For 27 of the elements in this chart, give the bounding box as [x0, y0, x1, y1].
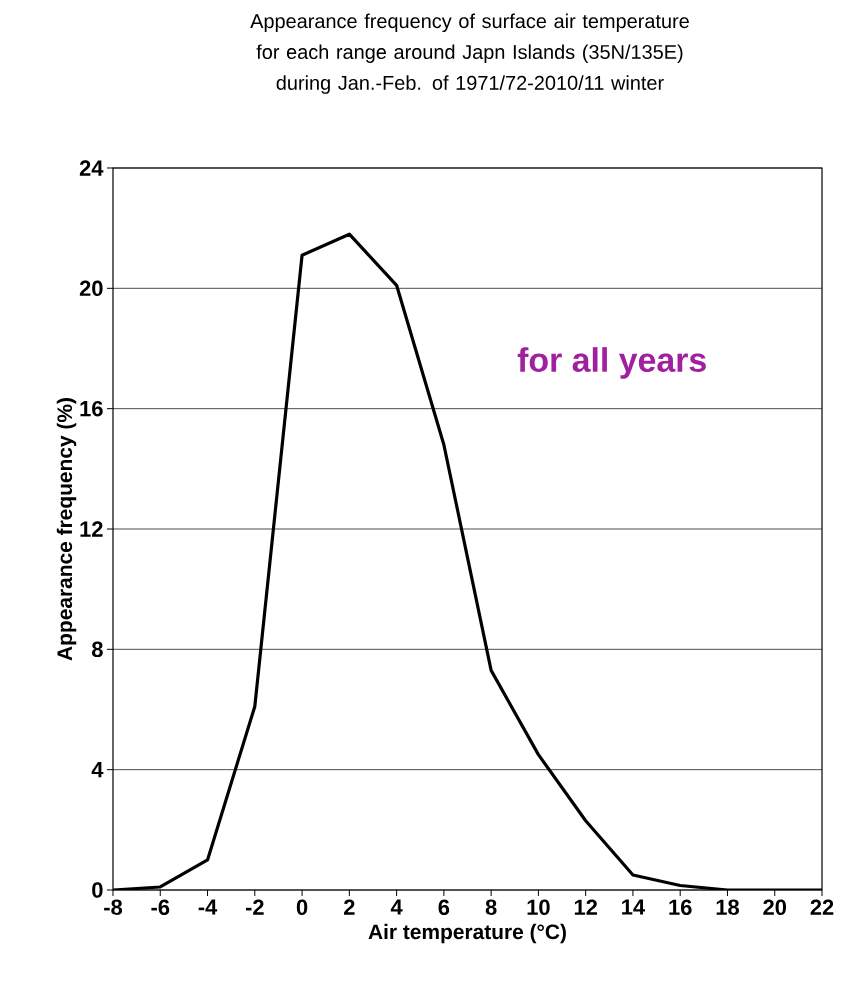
x-tick-label: -8	[104, 899, 123, 916]
x-tick-label: -2	[245, 899, 264, 915]
x-tick-label: 0	[296, 899, 308, 916]
chart-title: Appearance frequency of surface air temperature for each range around Japn Islands (35N/135E) during Jan.-Feb. of 1971/72-2010/11 winter	[250, 13, 689, 94]
y-tick-label: 12	[80, 521, 103, 537]
y-tick-label: 0	[92, 882, 103, 898]
x-tick-label: -6	[151, 899, 170, 916]
x-tick-label: 12	[574, 899, 597, 915]
x-tick-label: 8	[485, 899, 497, 916]
y-tick-label: 24	[79, 160, 104, 176]
x-tick-label: 20	[763, 899, 787, 916]
y-tick-label: 20	[79, 280, 103, 297]
x-tick-label: 18	[716, 899, 739, 916]
x-tick-label: 4	[390, 899, 403, 915]
x-tick-label: 22	[810, 899, 834, 915]
x-tick-label: 2	[344, 899, 355, 915]
x-tick-label: 14	[622, 899, 646, 915]
y-tick-label: 8	[91, 641, 103, 658]
annotation: for all years	[517, 347, 706, 379]
x-tick-label: 10	[527, 899, 550, 916]
x-tick-label: 6	[438, 899, 450, 916]
x-axis-title: Air temperature (°C)	[368, 923, 566, 944]
y-axis-title: Appearance frequency (%)	[56, 398, 77, 661]
x-tick-label: -4	[198, 899, 218, 915]
y-tick-label: 16	[80, 400, 103, 417]
y-tick-label: 4	[91, 762, 104, 778]
x-tick-label: 16	[669, 899, 692, 916]
